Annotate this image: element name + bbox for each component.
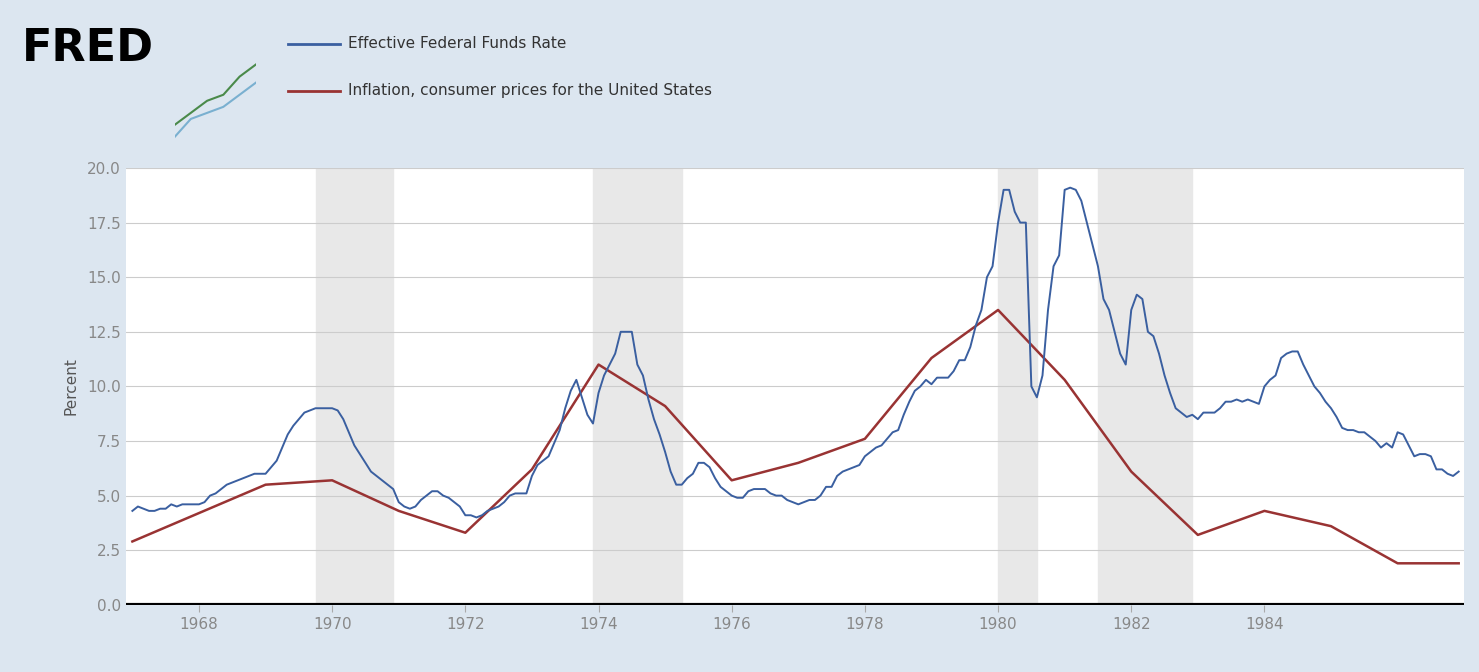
Bar <box>593 168 682 605</box>
Text: Effective Federal Funds Rate: Effective Federal Funds Rate <box>348 36 566 51</box>
Bar <box>1097 168 1192 605</box>
Bar <box>315 168 393 605</box>
Text: Inflation, consumer prices for the United States: Inflation, consumer prices for the Unite… <box>348 83 711 98</box>
Text: FRED: FRED <box>22 27 154 70</box>
Bar <box>998 168 1037 605</box>
Y-axis label: Percent: Percent <box>64 358 78 415</box>
